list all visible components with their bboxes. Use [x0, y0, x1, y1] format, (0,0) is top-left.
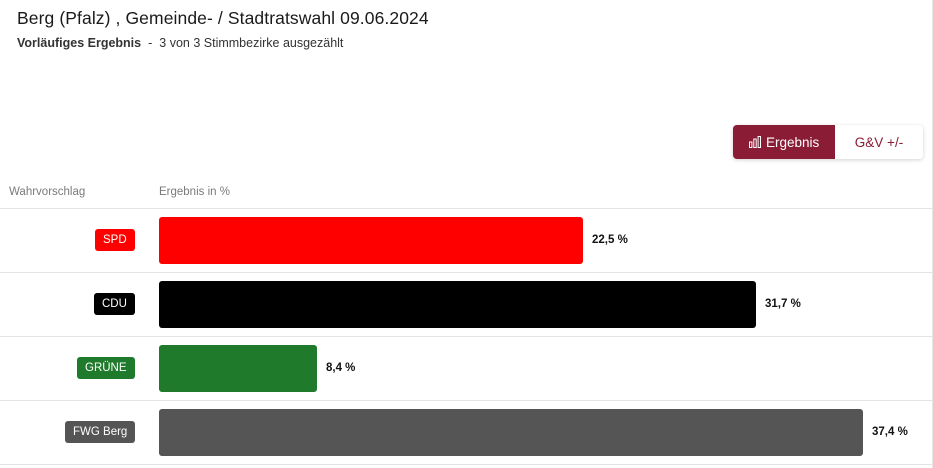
- party-badge: GRÜNE: [77, 357, 135, 379]
- party-badge: CDU: [94, 293, 135, 315]
- result-status: Vorläufiges Ergebnis -3 von 3 Stimmbezirk…: [17, 36, 343, 50]
- gain-loss-view-label: G&V +/-: [854, 134, 904, 150]
- result-bar[interactable]: [159, 281, 756, 328]
- row-divider: [0, 208, 932, 209]
- status-label: Vorläufiges Ergebnis: [17, 36, 142, 50]
- page-title: Berg (Pfalz) , Gemeinde- / Stadtratswahl…: [17, 8, 429, 28]
- result-bar[interactable]: [159, 345, 317, 392]
- row-divider: [0, 464, 932, 465]
- result-column-header: Ergebnis in %: [159, 186, 230, 198]
- status-separator: -: [148, 36, 153, 50]
- result-view-label: Ergebnis: [766, 134, 820, 150]
- row-divider: [0, 400, 932, 401]
- result-value-label: 22,5 %: [592, 234, 628, 246]
- party-column-header: Wahrvorschlag: [9, 186, 86, 198]
- row-divider: [0, 336, 932, 337]
- result-value-label: 31,7 %: [765, 298, 801, 310]
- row-divider: [0, 272, 932, 273]
- result-view-button[interactable]: Ergebnis: [733, 125, 835, 159]
- status-detail: 3 von 3 Stimmbezirke ausgezählt: [159, 36, 344, 50]
- party-badge: FWG Berg: [65, 421, 136, 443]
- result-bar[interactable]: [159, 217, 583, 264]
- result-value-label: 37,4 %: [872, 426, 908, 438]
- bar-chart-icon: [749, 136, 761, 148]
- result-bar[interactable]: [159, 409, 863, 456]
- result-value-label: 8,4 %: [326, 362, 356, 374]
- party-badge: SPD: [95, 229, 135, 251]
- view-toggle: Ergebnis G&V +/-: [733, 125, 923, 159]
- gain-loss-view-button[interactable]: G&V +/-: [835, 125, 923, 159]
